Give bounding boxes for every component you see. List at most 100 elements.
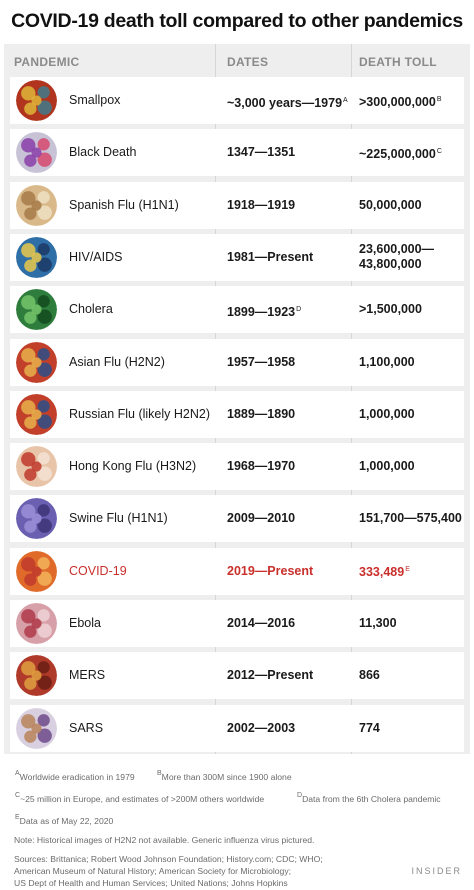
sources-line-3: US Dept of Health and Human Services; Un…	[14, 878, 288, 888]
pandemic-name: Hong Kong Flu (H3N2)	[69, 459, 197, 474]
pandemic-name: Smallpox	[69, 93, 121, 107]
table-row: Black Death 1347—1351 ~225,000,000C	[10, 129, 464, 177]
pathogen-image-icon	[16, 132, 57, 174]
footnote-marker: C	[436, 147, 442, 155]
table-row: Cholera 1899—1923D >1,500,000	[10, 286, 464, 334]
death-toll: 11,300	[359, 600, 397, 647]
death-toll-value-line-2: 43,800,000	[359, 257, 422, 272]
footnote-b: BMore than 300M since 1900 alone	[157, 770, 292, 782]
pandemic-name: COVID-19	[69, 563, 127, 578]
header-pandemic: PANDEMIC	[14, 55, 80, 69]
pandemic-dates: 2012—Present	[227, 668, 314, 683]
footnote-marker: D	[296, 306, 302, 314]
table-row: Ebola 2014—2016 11,300	[10, 600, 464, 647]
sources-line-2: American Museum of Natural History; Amer…	[14, 866, 292, 876]
pandemic-name: Spanish Flu (H1N1)	[69, 197, 179, 212]
death-toll-value: 1,000,000	[359, 459, 415, 474]
death-toll: 151,700—575,400	[359, 495, 462, 542]
death-toll: 1,000,000	[359, 443, 415, 490]
death-toll-value: 50,000,000	[359, 197, 422, 212]
death-toll: 1,100,000	[359, 339, 415, 386]
pandemic-dates: 1981—Present	[227, 249, 314, 264]
death-toll-value: >1,500,000	[359, 302, 422, 317]
pathogen-image-icon	[16, 655, 57, 697]
death-toll: 23,600,000— 43,800,000	[359, 234, 434, 281]
header-death-toll: DEATH TOLL	[359, 55, 437, 69]
pathogen-image-icon	[16, 393, 57, 435]
footnote-e: EData as of May 22, 2020	[15, 814, 114, 826]
pandemic-name: SARS	[69, 720, 104, 735]
death-toll: ~225,000,000C	[359, 129, 442, 176]
table-row: Swine Flu (H1N1) 2009—2010 151,700—575,400	[10, 495, 464, 543]
death-toll-value: 151,700—575,400	[359, 511, 462, 526]
pandemic-dates: 1968—1970	[227, 459, 296, 474]
footnote-marker: A	[343, 97, 348, 104]
pathogen-image-icon	[16, 236, 57, 278]
death-toll-value: >300,000,000B	[359, 94, 442, 109]
footnote-d: DData from the 6th Cholera pandemic	[297, 792, 441, 804]
death-toll: 333,489E	[359, 548, 410, 595]
pandemic-dates: 2009—2010	[227, 511, 296, 526]
death-toll: 1,000,000	[359, 391, 415, 438]
pathogen-image-icon	[16, 80, 57, 121]
pandemic-table: PANDEMIC DATES DEATH TOLL Smallpox ~3,000…	[4, 44, 470, 754]
pandemic-name: Swine Flu (H1N1)	[69, 511, 168, 526]
table-row: Spanish Flu (H1N1) 1918—1919 50,000,000	[10, 181, 464, 229]
table-row: Asian Flu (H2N2) 1957—1958 1,100,000	[10, 338, 464, 386]
pathogen-image-icon	[16, 184, 57, 226]
death-toll: >300,000,000B	[359, 77, 442, 124]
table-row: HIV/AIDS 1981—Present 23,600,000— 43,800,00…	[10, 233, 464, 281]
pandemic-name: Ebola	[69, 616, 101, 630]
table-row: Hong Kong Flu (H3N2) 1968—1970 1,000,000	[10, 443, 464, 491]
pathogen-image-icon	[16, 603, 57, 644]
footnote-a: AWorldwide eradication in 1979	[15, 770, 135, 782]
pandemic-dates: 1347—1351	[227, 145, 296, 160]
pathogen-image-icon	[16, 707, 57, 749]
pandemic-dates: 1899—1923D	[227, 305, 302, 320]
pandemic-name: Cholera	[69, 302, 113, 317]
pandemic-dates: 2002—2003	[227, 720, 296, 735]
pandemic-name: Russian Flu (likely H2N2)	[69, 406, 211, 421]
pandemic-name: Black Death	[69, 145, 137, 160]
pandemic-dates: 1957—1958	[227, 354, 296, 369]
footnotes: AWorldwide eradication in 1979 BMore tha…	[14, 768, 464, 889]
insider-logo: INSIDER	[411, 866, 462, 876]
pandemic-dates: ~3,000 years—1979A	[227, 96, 348, 110]
death-toll-value: 774	[359, 720, 380, 735]
death-toll: 50,000,000	[359, 182, 422, 229]
pathogen-image-icon	[16, 289, 57, 331]
death-toll: 774	[359, 705, 380, 752]
table-row: MERS 2012—Present 866	[10, 652, 464, 700]
footnote-marker: E	[405, 566, 410, 574]
table-row: Smallpox ~3,000 years—1979A >300,000,000B	[10, 77, 464, 124]
page-title: COVID-19 death toll compared to other pa…	[11, 10, 463, 32]
table-row: SARS 2002—2003 774	[10, 704, 464, 752]
pandemic-dates: 1889—1890	[227, 406, 296, 421]
pathogen-image-icon	[16, 498, 57, 540]
pandemic-dates: 1918—1919	[227, 197, 296, 212]
death-toll-value: 23,600,000—	[359, 242, 435, 257]
death-toll: 866	[359, 652, 380, 699]
pathogen-image-icon	[16, 341, 57, 383]
table-row: COVID-19 2019—Present 333,489E	[10, 547, 464, 595]
death-toll: >1,500,000	[359, 286, 422, 333]
pathogen-image-icon	[16, 550, 57, 592]
death-toll-value: 1,100,000	[359, 354, 415, 369]
header-dates: DATES	[227, 55, 269, 69]
note-text: Note: Historical images of H2N2 not avai…	[14, 835, 315, 845]
pandemic-name: MERS	[69, 668, 106, 683]
pandemic-dates: 2014—2016	[227, 616, 296, 630]
footnote-c: C~25 million in Europe, and estimates of…	[15, 792, 265, 804]
pandemic-name: Asian Flu (H2N2)	[69, 354, 165, 369]
pandemic-dates: 2019—Present	[227, 563, 314, 578]
pandemic-name: HIV/AIDS	[69, 249, 123, 264]
death-toll-value: 1,000,000	[359, 406, 415, 421]
sources-line-1: Sources: Brittanica; Robert Wood Johnson…	[14, 854, 323, 864]
pathogen-image-icon	[16, 446, 57, 488]
death-toll-value: 866	[359, 668, 380, 683]
death-toll-value: 11,300	[359, 616, 397, 630]
table-row: Russian Flu (likely H2N2) 1889—1890 1,000,…	[10, 390, 464, 438]
death-toll-value: 333,489E	[359, 565, 410, 580]
death-toll-value: ~225,000,000C	[359, 146, 442, 161]
footnote-marker: B	[436, 95, 442, 103]
